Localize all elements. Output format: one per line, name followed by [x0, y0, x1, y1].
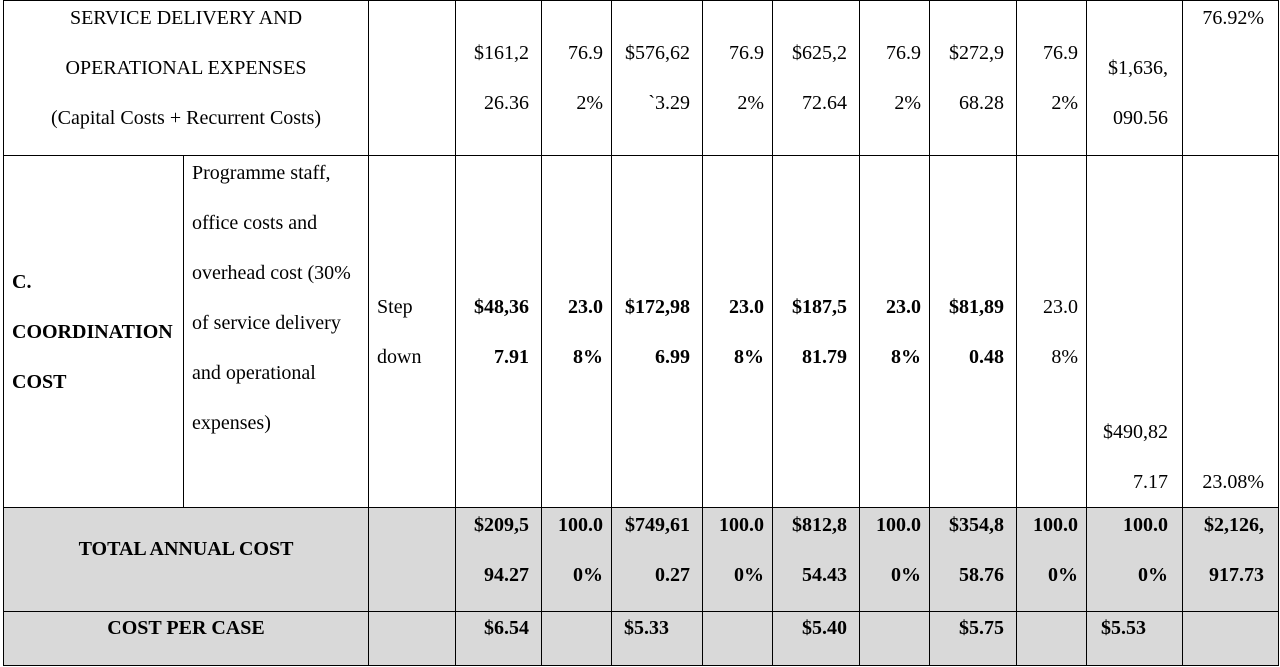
cell: 23.08%	[541, 155, 613, 508]
cell: 76.92%	[1182, 0, 1280, 156]
row: SERVICE DELIVERY AND OPERATIONAL EXPENSE…	[2, 0, 1280, 156]
description-text: Programme staff, office costs and overhe…	[192, 162, 351, 434]
cell: $749,610.27	[611, 507, 704, 612]
cell	[1182, 611, 1280, 666]
cell: $354,858.76	[929, 507, 1018, 612]
cell: 100.00%	[702, 507, 774, 612]
label-line: OPERATIONAL EXPENSES	[65, 57, 307, 79]
cell-text: $749,610.27	[625, 514, 691, 586]
cell: $812,854.43	[772, 507, 861, 612]
cell-text: 100.00%	[1033, 514, 1079, 586]
cell: 100.00%	[1016, 507, 1088, 612]
cell: $187,581.79	[772, 155, 861, 508]
row: C. COORDINATION COST Programme staff, of…	[3, 155, 1280, 508]
cell: 100.00%	[1086, 507, 1184, 612]
row: COST PER CASE $6.54 $5.33 $5.40 $5.75 $5…	[2, 611, 1280, 666]
cell: $5.75	[929, 611, 1018, 666]
row-label: TOTAL ANNUAL COST	[2, 507, 370, 612]
cell: 23.08%	[1016, 155, 1088, 508]
cell-text: 100.00%	[876, 514, 922, 586]
cell: $625,272.64	[772, 0, 861, 156]
cell	[541, 611, 613, 666]
method: Step down	[368, 155, 457, 508]
cell	[1016, 611, 1088, 666]
cell: $6.54	[455, 611, 543, 666]
row: TOTAL ANNUAL COST $209,594.27 100.00% $7…	[2, 507, 1280, 612]
cell: 76.92%	[859, 0, 931, 156]
label-line: SERVICE DELIVERY AND	[69, 7, 303, 29]
cell: $81,890.48	[929, 155, 1018, 508]
cell: 23.08%	[1182, 155, 1280, 508]
cell: $48,367.91	[455, 155, 543, 508]
cell: 23.08%	[859, 155, 931, 508]
cell: $2,126,917.73	[1182, 507, 1280, 612]
cell: $576,62`3.29	[611, 0, 704, 156]
cell-text: $812,854.43	[792, 514, 848, 586]
row-label: SERVICE DELIVERY AND OPERATIONAL EXPENSE…	[2, 0, 370, 156]
label-line: (Capital Costs + Recurrent Costs)	[50, 107, 322, 129]
cell: 76.92%	[1016, 0, 1088, 156]
cell: $5.40	[772, 611, 861, 666]
cell-text: $354,858.76	[949, 514, 1005, 586]
cell: $209,594.27	[455, 507, 543, 612]
row-label: C. COORDINATION COST	[3, 155, 184, 508]
cell: 76.92%	[541, 0, 613, 156]
cell: 76.92%	[702, 0, 774, 156]
cell: $272,968.28	[929, 0, 1018, 156]
cell-text: 100.00%	[1123, 514, 1169, 586]
cell: 23.08%	[702, 155, 774, 508]
description: Programme staff, office costs and overhe…	[182, 155, 370, 508]
cell-text: $209,594.27	[474, 514, 530, 586]
cell	[368, 0, 457, 156]
cell: $490,827.17	[1086, 155, 1184, 508]
cell: $5.33	[611, 611, 704, 666]
cell	[859, 611, 931, 666]
row-label: COST PER CASE	[2, 611, 370, 666]
cell-text: 100.00%	[719, 514, 765, 586]
cell	[368, 507, 457, 612]
cell: $172,986.99	[611, 155, 704, 508]
cell-text: 100.00%	[558, 514, 604, 586]
cell: 100.00%	[859, 507, 931, 612]
cell: $1,636,090.56	[1086, 0, 1184, 156]
cell: 100.00%	[541, 507, 613, 612]
cell	[368, 611, 457, 666]
cell	[702, 611, 774, 666]
cell: $161,226.36	[455, 0, 543, 156]
cell-text: $2,126,917.73	[1204, 514, 1265, 586]
cell: $5.53	[1086, 611, 1184, 666]
